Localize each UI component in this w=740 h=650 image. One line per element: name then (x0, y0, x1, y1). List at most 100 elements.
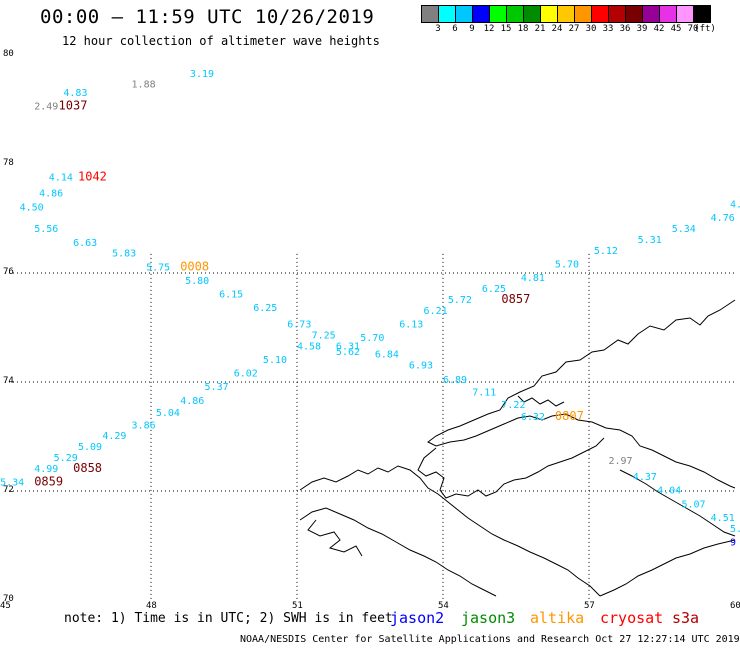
pass-time-label: 0858 (73, 461, 102, 475)
latitude-label: 74 (3, 376, 14, 386)
latitude-label: 80 (3, 49, 14, 59)
wave-height-label: 3.86 (132, 420, 156, 431)
wave-height-label: 3.19 (190, 69, 214, 80)
latitude-label: 70 (3, 594, 14, 604)
wave-height-label: 4.14 (49, 172, 73, 183)
wave-height-label: 4.29 (102, 431, 126, 442)
wave-height-label: 6.93 (409, 360, 433, 371)
wave-height-label: 6.15 (219, 290, 243, 301)
wave-height-label: 1.88 (132, 80, 156, 91)
wave-height-label: 4.37 (633, 472, 657, 483)
scale-label: 30 (585, 24, 597, 34)
wave-height-label: 9 (730, 538, 736, 549)
wave-height-label: 5.34 (0, 478, 24, 489)
wave-height-label: 7.11 (472, 388, 496, 399)
pass-time-label: 1042 (78, 169, 107, 183)
satellite-jason2: jason2 (390, 609, 445, 627)
pass-time-label: 0008 (180, 259, 209, 273)
scale-swatch (694, 6, 710, 22)
scale-swatch (439, 6, 456, 22)
graticule-grid (5, 253, 735, 600)
wave-height-label: 5.37 (205, 382, 229, 393)
scale-label: 42 (653, 24, 665, 34)
scale-label: 27 (568, 24, 580, 34)
wave-height-label: 4.04 (657, 486, 681, 497)
credit-footer: NOAA/NESDIS Center for Satellite Applica… (240, 634, 740, 645)
satellite-altika: altika (530, 609, 585, 627)
scale-label: 12 (483, 24, 495, 34)
wave-height-label: 6.84 (375, 349, 399, 360)
scale-label: 21 (534, 24, 546, 34)
color-scale-bar (421, 5, 711, 23)
scale-swatch (541, 6, 558, 22)
footnote: note: 1) Time is in UTC; 2) SWH is in fe… (64, 611, 393, 626)
wave-height-label: 5.10 (263, 355, 287, 366)
wave-height-label: 6.31 (336, 341, 360, 352)
longitude-label: 48 (146, 601, 157, 611)
wave-height-label: 6.73 (287, 320, 311, 331)
wave-height-label: 5.80 (185, 276, 209, 287)
pass-time-label: 1037 (59, 99, 88, 113)
pass-time-label: 0807 (555, 409, 584, 423)
longitude-label: 57 (584, 601, 595, 611)
wave-height-label: 6.13 (399, 320, 423, 331)
longitude-label: 45 (0, 601, 11, 611)
scale-label: 36 (619, 24, 631, 34)
wave-height-label: 5.72 (448, 295, 472, 306)
latitude-label: 72 (3, 485, 14, 495)
scale-swatch (507, 6, 524, 22)
wave-height-label: 6.25 (253, 303, 277, 314)
longitude-label: 51 (292, 601, 303, 611)
scale-swatch (609, 6, 626, 22)
wave-height-label: 5.12 (594, 246, 618, 257)
wave-height-label: 6.21 (424, 306, 448, 317)
pass-time-label: 0857 (501, 292, 530, 306)
longitude-label: 60 (730, 601, 740, 611)
latitude-label: 76 (3, 267, 14, 277)
satellite-jason3: jason3 (461, 609, 516, 627)
wave-height-label: 5.09 (78, 442, 102, 453)
wave-height-label: 5.29 (54, 453, 78, 464)
scale-label: 18 (517, 24, 529, 34)
scale-label: 70 (687, 24, 699, 34)
wave-height-label: 5.70 (555, 260, 579, 271)
wave-height-label: 5.56 (34, 224, 58, 235)
scale-label: 3 (435, 24, 441, 34)
satellite-cryosat: cryosat (600, 609, 664, 627)
scale-swatch (422, 6, 439, 22)
wave-height-label: 5.31 (638, 235, 662, 246)
wave-height-label: 5.75 (146, 262, 170, 273)
latitude-label: 78 (3, 158, 14, 168)
coastline (299, 299, 736, 597)
wave-height-label: 4.57 (730, 200, 740, 211)
wave-height-label: 4.50 (20, 202, 44, 213)
scale-label: 15 (500, 24, 512, 34)
scale-swatch (473, 6, 490, 22)
scale-swatch (456, 6, 473, 22)
wave-height-label: 5.70 (360, 333, 384, 344)
wave-height-label: 4.76 (711, 213, 735, 224)
scale-swatch (558, 6, 575, 22)
wave-height-label: 6.89 (443, 375, 467, 386)
wave-height-label: 6.63 (73, 238, 97, 249)
wave-height-label: 4.58 (297, 341, 321, 352)
wave-height-label: 4.81 (521, 273, 545, 284)
scale-label: 45 (670, 24, 682, 34)
scale-unit: (ft) (694, 24, 716, 34)
scale-label: 33 (602, 24, 614, 34)
scale-label: 6 (452, 24, 458, 34)
wave-height-label: 4.86 (180, 396, 204, 407)
wave-height-label: 5.07 (681, 499, 705, 510)
wave-height-label: 4.51 (711, 513, 735, 524)
wave-height-label: 5.62 (336, 347, 360, 358)
longitude-label: 54 (438, 601, 449, 611)
scale-swatch (592, 6, 609, 22)
scale-swatch (490, 6, 507, 22)
pass-time-label: 0859 (34, 475, 63, 489)
page-subtitle: 12 hour collection of altimeter wave hei… (62, 34, 380, 48)
wave-height-label: 5.83 (112, 249, 136, 260)
scale-swatch (524, 6, 541, 22)
wave-height-label: 7.25 (312, 330, 336, 341)
wave-height-label: 7.22 (501, 400, 525, 411)
